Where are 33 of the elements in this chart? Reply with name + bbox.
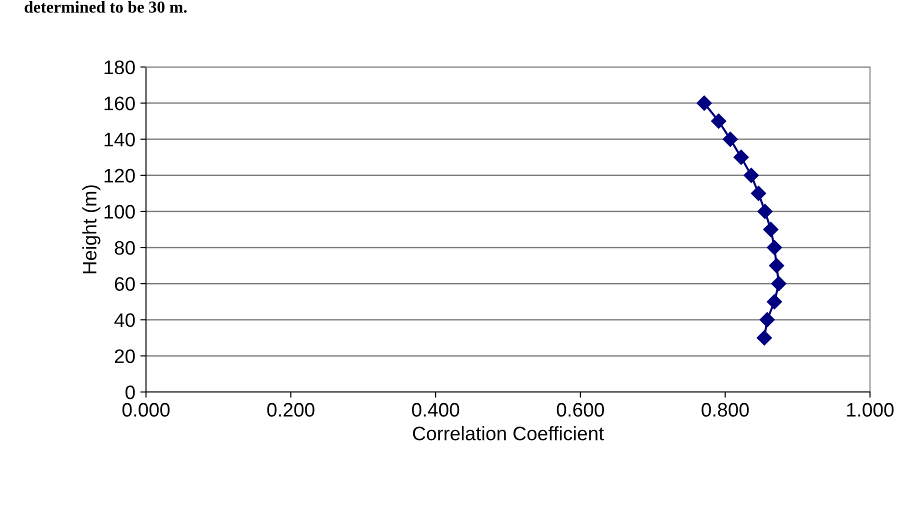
x-tick-label: 0.200: [267, 402, 314, 417]
point: [750, 186, 766, 201]
y-tick-label: 20: [114, 349, 135, 364]
y-tick-label: 140: [104, 132, 135, 146]
point: [756, 330, 772, 346]
point: [757, 204, 773, 220]
point: [722, 132, 738, 147]
y-tick-label: 40: [114, 313, 135, 328]
point: [766, 240, 782, 256]
x-tick-label: 1.000: [847, 402, 894, 417]
point: [771, 276, 786, 292]
x-tick-label: 0.600: [556, 402, 604, 417]
y-tick-label: 120: [104, 168, 135, 183]
x-tick-label: 0.000: [122, 402, 170, 417]
y-tick-label: 160: [104, 96, 135, 110]
y-tick-label: 0: [126, 385, 135, 400]
y-axis-title: Height (m): [82, 185, 100, 274]
x-axis-title: Correlation Coefficient: [412, 426, 604, 440]
point: [763, 222, 778, 238]
y-tick-label: 60: [114, 277, 135, 291]
point: [734, 150, 749, 165]
point: [744, 168, 759, 183]
y-tick-label: 180: [104, 60, 135, 74]
point: [760, 312, 775, 328]
point: [696, 96, 712, 111]
point: [766, 294, 782, 310]
x-tick-label: 0.400: [412, 402, 460, 417]
point: [769, 258, 784, 274]
point: [711, 114, 726, 129]
x-tick-label: 0.800: [702, 402, 749, 417]
text: determined to be 30 m.: [24, 1, 187, 13]
y-tick-label: 80: [114, 241, 135, 255]
y-tick-label: 100: [104, 204, 135, 219]
